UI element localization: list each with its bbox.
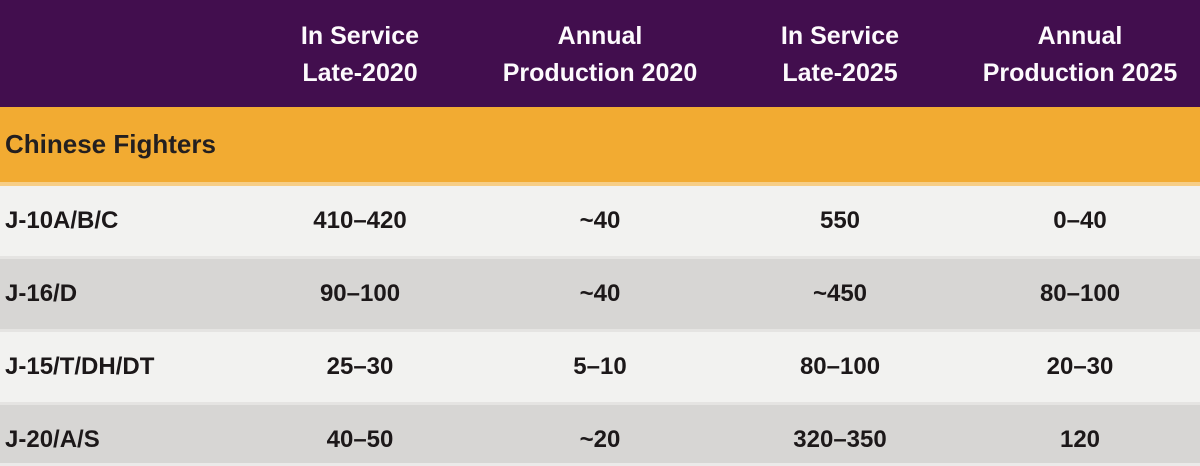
cell-in-service-2020: 410–420 [313, 207, 407, 234]
section-header-chinese-fighters: Chinese Fighters [0, 107, 1200, 182]
cell-annual-production-2025: 120 [1059, 426, 1101, 453]
cell-annual-production-2020: 5–10 [573, 353, 627, 380]
column-header-annual-production-2025: Annual Production 2025 [960, 0, 1200, 107]
column-header-in-service-2025: In Service Late-2025 [720, 0, 960, 107]
column-header-annual-production-2020: Annual Production 2020 [480, 0, 720, 107]
cell-in-service-2020: 90–100 [319, 280, 401, 307]
cell-annual-production-2020: ~40 [579, 280, 621, 307]
cell-in-service-2025: 550 [819, 207, 861, 234]
cell-annual-production-2025: 0–40 [1053, 207, 1107, 234]
row-label: J-16/D [5, 280, 78, 307]
cell-in-service-2025: ~450 [812, 280, 868, 307]
cell-in-service-2025: 320–350 [793, 426, 887, 453]
header-line-2: Production 2025 [982, 58, 1178, 87]
header-line-2: Production 2020 [502, 58, 698, 87]
bottom-edge [0, 463, 1200, 466]
cell-in-service-2025: 80–100 [799, 353, 881, 380]
header-line-1: Annual [557, 21, 643, 50]
cell-annual-production-2020: ~40 [579, 207, 621, 234]
header-line-2: Late-2025 [782, 58, 898, 87]
header-line-1: Annual [1037, 21, 1123, 50]
cell-annual-production-2025: 80–100 [1039, 280, 1121, 307]
header-line-1: In Service [300, 21, 420, 50]
table-row-j15: J-15/T/DH/DT 25–30 5–10 80–100 20–30 [0, 332, 1200, 402]
row-label: J-10A/B/C [5, 207, 119, 234]
table-row-j10: J-10A/B/C 410–420 ~40 550 0–40 [0, 186, 1200, 256]
header-line-2: Late-2020 [302, 58, 418, 87]
row-separator [0, 402, 1200, 405]
column-header-empty [0, 0, 240, 107]
cell-annual-production-2025: 20–30 [1046, 353, 1114, 380]
column-header-in-service-2020: In Service Late-2020 [240, 0, 480, 107]
section-title: Chinese Fighters [5, 129, 216, 159]
row-separator [0, 329, 1200, 332]
cell-annual-production-2020: ~20 [579, 426, 621, 453]
row-separator [0, 256, 1200, 259]
table-row-j20: J-20/A/S 40–50 ~20 320–350 120 [0, 405, 1200, 466]
table-row-j16: J-16/D 90–100 ~40 ~450 80–100 [0, 259, 1200, 329]
table-header-row: In Service Late-2020 Annual Production 2… [0, 0, 1200, 107]
row-label: J-20/A/S [5, 426, 100, 453]
section-separator [0, 182, 1200, 186]
header-line-1: In Service [780, 21, 900, 50]
cell-in-service-2020: 40–50 [326, 426, 394, 453]
row-label: J-15/T/DH/DT [5, 353, 155, 380]
cell-in-service-2020: 25–30 [326, 353, 394, 380]
